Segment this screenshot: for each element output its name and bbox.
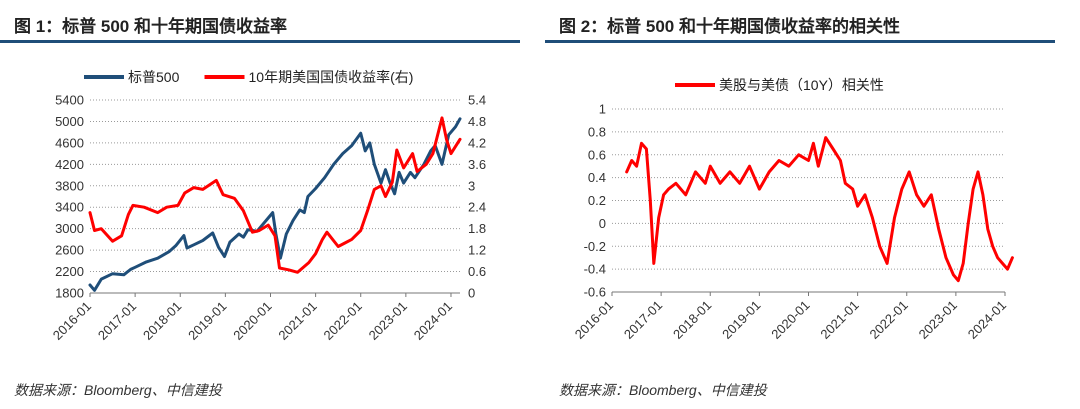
- legend-label-1: 标普500: [128, 69, 180, 85]
- y-tick-label-right: 1.2: [468, 243, 486, 258]
- y-tick-label-left: 0.6: [588, 147, 606, 162]
- y-tick-label-left: 0.4: [588, 170, 606, 185]
- chart-panel-1: 图 1：标普 500 和十年期国债收益率 5400 5000 4600 4200 380…: [0, 0, 530, 409]
- series-line-2: [88, 116, 462, 274]
- x-tick-label: 2020-01: [768, 298, 812, 342]
- y-tick-label-left: 0.2: [588, 193, 606, 208]
- y-tick-label-left: -0.6: [584, 285, 606, 300]
- y-tick-label-right: 5.4: [468, 93, 486, 108]
- x-tick-label: 2020-01: [230, 299, 274, 343]
- x-tick-label: 2016-01: [50, 299, 94, 343]
- x-tick-label: 2021-01: [817, 298, 861, 342]
- y-tick-label-left: 2600: [55, 243, 84, 258]
- y-tick-label-left: 3800: [55, 178, 84, 193]
- x-tick-label: 2019-01: [719, 298, 763, 342]
- x-tick-label: 2021-01: [275, 299, 319, 343]
- legend-label-2: 10年期美国国债收益率(右): [249, 69, 414, 85]
- y-tick-label-right: 0: [468, 286, 475, 301]
- y-tick-label-right: 1.8: [468, 221, 486, 236]
- x-tick-label: 2024-01: [411, 299, 455, 343]
- series-line-1: [625, 136, 1014, 283]
- y-tick-label-left: 5000: [55, 114, 84, 129]
- x-tick-label: 2017-01: [95, 299, 139, 343]
- series-line-1: [88, 117, 462, 292]
- x-tick-label: 2023-01: [366, 299, 410, 343]
- x-tick-label: 2022-01: [321, 299, 365, 343]
- chart-2-title-rule: [545, 40, 1055, 43]
- chart-1-source: 数据来源：Bloomberg、中信建投: [14, 382, 222, 398]
- y-tick-label-left: 1800: [55, 286, 84, 301]
- x-tick-label: 2019-01: [185, 299, 229, 343]
- y-tick-label-left: 3000: [55, 221, 84, 236]
- y-tick-label-right: 4.2: [468, 135, 486, 150]
- chart-1-title-rule: [0, 40, 520, 43]
- y-tick-label-right: 2.4: [468, 200, 486, 215]
- y-tick-label-right: 0.6: [468, 264, 486, 279]
- y-tick-label-left: 0: [599, 216, 606, 231]
- y-tick-label-left: 1: [599, 102, 606, 117]
- y-tick-label-left: 0.8: [588, 124, 606, 139]
- x-tick-label: 2016-01: [572, 298, 616, 342]
- chart-1-svg: 5400 5000 4600 4200 3800 3400 3000 2600 2200 1800…: [50, 69, 486, 343]
- x-tick-label: 2023-01: [916, 298, 960, 342]
- y-tick-label-left: 4200: [55, 157, 84, 172]
- y-tick-label-right: 3: [468, 178, 475, 193]
- x-tick-label: 2017-01: [621, 298, 665, 342]
- y-tick-label-left: 2200: [55, 264, 84, 279]
- y-tick-label-right: 3.6: [468, 157, 486, 172]
- x-tick-label: 2022-01: [867, 298, 911, 342]
- x-tick-label: 2018-01: [670, 298, 714, 342]
- y-tick-label-right: 4.8: [468, 114, 486, 129]
- y-tick-label-left: 3400: [55, 200, 84, 215]
- y-tick-label-left: 4600: [55, 135, 84, 150]
- chart-1-title: 图 1：标普 500 和十年期国债收益率: [14, 17, 287, 36]
- chart-2-title: 图 2：标普 500 和十年期国债收益率的相关性: [559, 17, 900, 36]
- y-tick-label-left: 5400: [55, 93, 84, 108]
- y-tick-label-left: -0.4: [584, 262, 606, 277]
- x-tick-label: 2024-01: [965, 298, 1009, 342]
- legend-label-1: 美股与美债（10Y）相关性: [719, 77, 884, 93]
- chart-panel-2: 图 2：标普 500 和十年期国债收益率的相关性 1 0.8 0.6 0.4 0.2 0 -…: [545, 0, 1080, 409]
- x-tick-label: 2018-01: [140, 299, 184, 343]
- y-tick-label-left: -0.2: [584, 239, 606, 254]
- chart-2-source: 数据来源：Bloomberg、中信建投: [559, 382, 767, 398]
